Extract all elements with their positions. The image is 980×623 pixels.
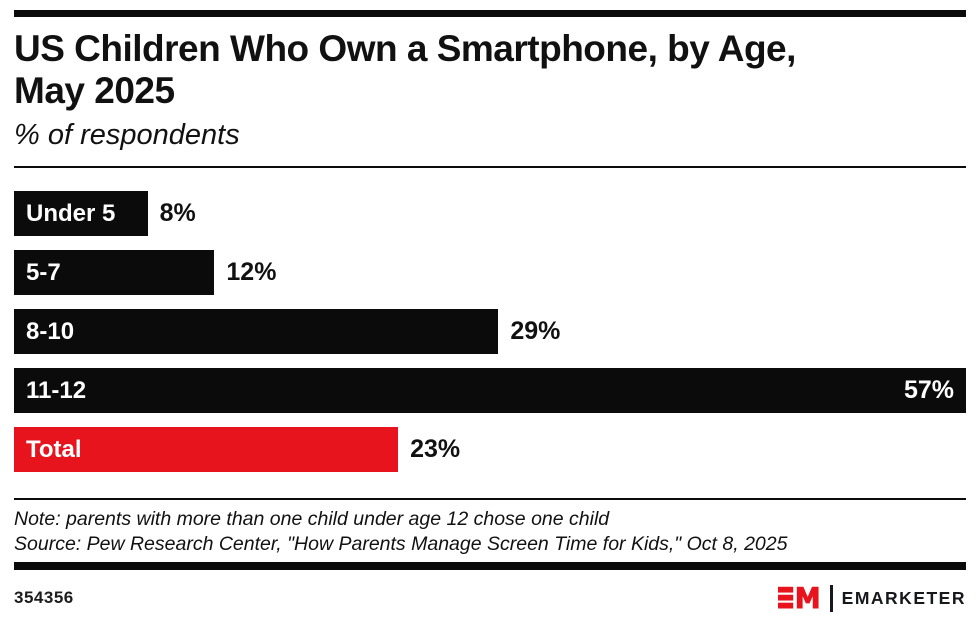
bar-row: 11-12 57% <box>14 368 966 413</box>
bar-row: Under 5 8% <box>14 191 966 236</box>
chart-subtitle: % of respondents <box>14 119 240 151</box>
bar-value-label-inside: 57% <box>903 376 954 404</box>
footnotes: Note: parents with more than one child u… <box>14 507 966 557</box>
bar-row: 5-7 12% <box>14 250 966 295</box>
bar-category-label: 5-7 <box>26 258 61 286</box>
bar: Under 5 <box>14 191 148 236</box>
bar-chart: Under 5 8% 5-7 12% 8-10 29% 11-12 57% To… <box>14 191 966 472</box>
bar-category-label: 8-10 <box>26 317 75 345</box>
bar-value-label: 23% <box>410 435 461 463</box>
page-title: US Children Who Own a Smartphone, by Age… <box>14 28 966 112</box>
bar-category-label: Total <box>26 435 82 463</box>
brand-divider <box>829 584 833 612</box>
emarketer-logo-icon <box>777 586 819 609</box>
bar-row: Total 23% <box>14 427 966 472</box>
top-rule <box>14 10 966 17</box>
bar-category-label: Under 5 <box>26 199 116 227</box>
page-title-line2: May 2025 <box>14 70 175 111</box>
bottom-rule <box>14 562 966 570</box>
bar-value-label: 29% <box>510 317 561 345</box>
bar-category-label: 11-12 <box>26 376 87 404</box>
bar-value-label: 12% <box>226 258 277 286</box>
brand-name: EMARKETER <box>841 587 966 608</box>
brand-lockup: EMARKETER <box>777 583 966 613</box>
bar-value-label: 8% <box>159 199 196 227</box>
bar: 8-10 <box>14 309 499 354</box>
page-title-line1: US Children Who Own a Smartphone, by Age… <box>14 28 796 69</box>
chart-id: 354356 <box>14 588 74 607</box>
source-line: Source: Pew Research Center, "How Parent… <box>14 533 788 555</box>
subtitle-divider <box>14 166 966 168</box>
note-line: Note: parents with more than one child u… <box>14 508 610 530</box>
bar: Total <box>14 427 399 472</box>
bar: 11-12 57% <box>14 368 966 413</box>
bar-row: 8-10 29% <box>14 309 966 354</box>
bar: 5-7 <box>14 250 215 295</box>
footer: 354356 EMARKETER <box>14 583 966 613</box>
footnote-divider <box>14 498 966 500</box>
